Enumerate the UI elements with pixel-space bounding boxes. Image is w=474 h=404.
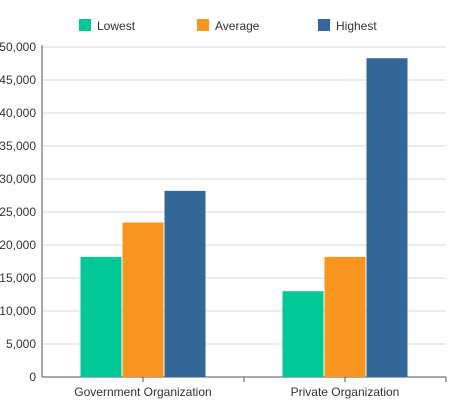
legend-swatch-highest (318, 19, 330, 31)
axis-labels: 0 5,000 10,000 15,000 20,000 25,000 30,000 35,0… (0, 40, 399, 399)
legend-label-lowest: Lowest (97, 19, 136, 33)
y-tick-label: 15,000 (0, 271, 36, 285)
legend: Lowest Average Highest (79, 19, 377, 33)
bars (80, 58, 408, 377)
bar-highest-1 (366, 58, 408, 377)
y-tick-label: 35,000 (0, 139, 36, 153)
x-category-label: Private Organization (291, 385, 400, 399)
legend-label-average: Average (215, 19, 260, 33)
y-tick-label: 5,000 (6, 337, 36, 351)
y-tick-label: 40,000 (0, 106, 36, 120)
legend-swatch-average (197, 19, 209, 31)
y-tick-label: 25,000 (0, 205, 36, 219)
bar-lowest-0 (80, 256, 122, 377)
y-tick-label: 20,000 (0, 238, 36, 252)
y-tick-label: 45,000 (0, 73, 36, 87)
legend-label-highest: Highest (336, 19, 377, 33)
bar-highest-0 (164, 190, 206, 377)
y-tick-label: 50,000 (0, 40, 36, 54)
bar-lowest-1 (282, 291, 324, 377)
bar-average-1 (324, 256, 366, 377)
y-tick-label: 30,000 (0, 172, 36, 186)
legend-swatch-lowest (79, 19, 91, 31)
y-tick-label: 0 (29, 370, 36, 384)
x-category-label: Government Organization (74, 385, 211, 399)
bar-average-0 (122, 222, 164, 377)
y-tick-label: 10,000 (0, 304, 36, 318)
